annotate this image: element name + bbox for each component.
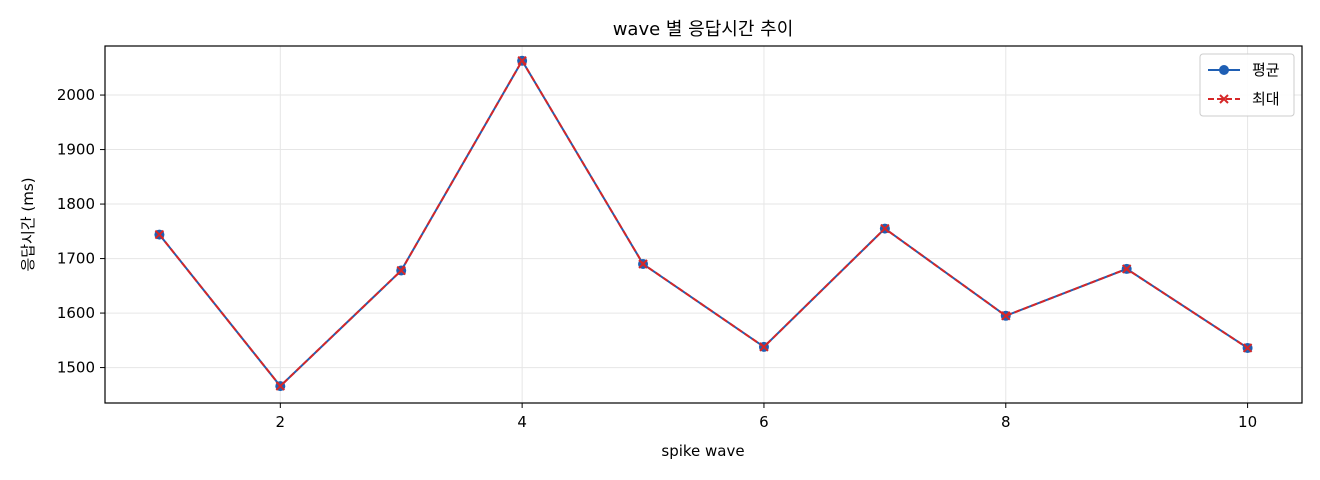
legend-entry-2: 최대 (1208, 90, 1280, 108)
grid (105, 46, 1302, 403)
y-tick-label: 1700 (57, 250, 95, 268)
data-point (759, 342, 769, 352)
y-tick-label: 1600 (57, 304, 95, 322)
plot-frame (104, 45, 1303, 404)
series-2 (154, 56, 1253, 391)
y-tick-label: 1500 (57, 359, 95, 377)
data-point (154, 229, 165, 240)
x-axis-label: spike wave (661, 442, 744, 460)
series-layer (154, 55, 1253, 392)
legend-box (1199, 53, 1295, 117)
y-tick-label: 1800 (57, 195, 95, 213)
x-axis-ticks: 2 4 6 8 10 (276, 403, 1257, 431)
data-point (638, 259, 648, 269)
data-point (275, 381, 286, 391)
series-1 (154, 55, 1253, 392)
data-point (517, 56, 527, 66)
chart-title: wave 별 응답시간 추이 (613, 19, 794, 40)
data-point (396, 265, 406, 276)
series-line (158, 58, 1249, 388)
series-line (158, 58, 1249, 388)
data-point (1121, 264, 1132, 274)
data-point (880, 223, 890, 234)
data-point (1242, 343, 1253, 353)
x-tick-label: 2 (276, 413, 286, 431)
x-tick-label: 6 (759, 413, 769, 431)
y-axis-label: 응답시간 (ms) (19, 177, 37, 271)
legend-marker (1219, 65, 1229, 75)
y-tick-label: 2000 (57, 86, 95, 104)
y-axis-ticks: 1500 1600 1700 1800 1900 2000 (57, 86, 105, 377)
x-tick-label: 4 (517, 413, 527, 431)
y-tick-label: 1900 (57, 141, 95, 159)
legend-label: 평균 (1252, 61, 1280, 79)
data-point (1001, 311, 1011, 321)
x-tick-label: 10 (1238, 413, 1257, 431)
legend-label: 최대 (1252, 90, 1280, 108)
legend-entry-1: 평균 (1208, 61, 1280, 79)
legend-marker (1219, 94, 1229, 104)
x-tick-label: 8 (1001, 413, 1011, 431)
